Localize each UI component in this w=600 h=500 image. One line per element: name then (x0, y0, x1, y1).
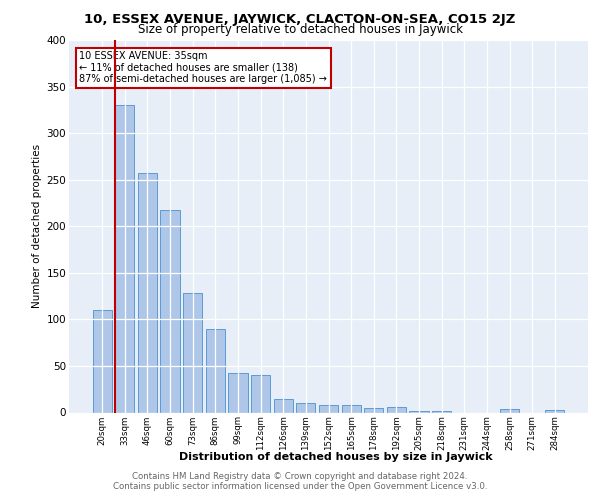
Bar (545, 410, 565, 412)
Bar (115, 105, 134, 412)
Bar (319, 405, 338, 412)
Text: Contains public sector information licensed under the Open Government Licence v3: Contains public sector information licen… (113, 482, 487, 491)
Bar (160, 210, 180, 412)
Text: 10 ESSEX AVENUE: 35sqm
← 11% of detached houses are smaller (138)
87% of semi-de: 10 ESSEX AVENUE: 35sqm ← 11% of detached… (79, 51, 327, 84)
Bar (274, 398, 293, 412)
Y-axis label: Number of detached properties: Number of detached properties (32, 144, 43, 308)
Bar (92, 310, 112, 412)
Bar (432, 410, 451, 412)
Bar (251, 375, 270, 412)
Bar (206, 328, 225, 412)
Text: Contains HM Land Registry data © Crown copyright and database right 2024.: Contains HM Land Registry data © Crown c… (132, 472, 468, 481)
Bar (341, 405, 361, 412)
Bar (183, 294, 202, 412)
Bar (296, 403, 316, 412)
Text: Distribution of detached houses by size in Jaywick: Distribution of detached houses by size … (179, 452, 493, 462)
Text: Size of property relative to detached houses in Jaywick: Size of property relative to detached ho… (137, 22, 463, 36)
Bar (500, 409, 519, 412)
Bar (229, 374, 248, 412)
Bar (364, 408, 383, 412)
Bar (387, 407, 406, 412)
Bar (409, 410, 428, 412)
Bar (138, 173, 157, 412)
Text: 10, ESSEX AVENUE, JAYWICK, CLACTON-ON-SEA, CO15 2JZ: 10, ESSEX AVENUE, JAYWICK, CLACTON-ON-SE… (85, 12, 515, 26)
